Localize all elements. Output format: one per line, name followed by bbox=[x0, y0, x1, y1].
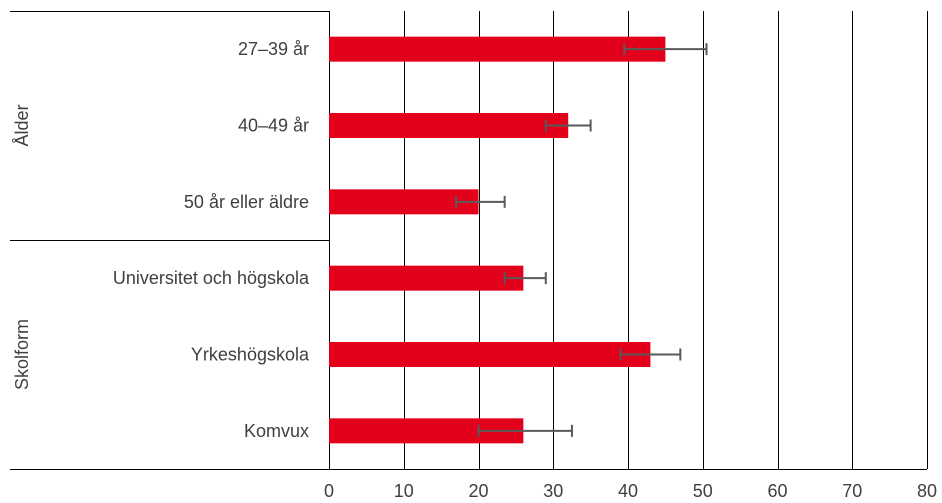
bar bbox=[329, 113, 569, 138]
group-labels: Ålder Skolform bbox=[12, 104, 32, 390]
category-frame bbox=[10, 11, 329, 470]
x-tick-label: 60 bbox=[767, 481, 787, 501]
error-bar bbox=[619, 348, 682, 361]
x-tick-label: 0 bbox=[324, 481, 334, 501]
category-label: 40–49 år bbox=[238, 116, 309, 136]
category-label: Universitet och högskola bbox=[113, 268, 310, 288]
category-label: 50 år eller äldre bbox=[184, 192, 309, 212]
gridlines bbox=[329, 11, 928, 470]
bar bbox=[329, 265, 524, 291]
error-bars bbox=[455, 43, 708, 437]
error-bar bbox=[623, 43, 708, 56]
x-tick-labels: 0 10 20 30 40 50 60 70 80 bbox=[324, 481, 937, 501]
category-label: Komvux bbox=[244, 421, 309, 441]
bars bbox=[329, 36, 666, 444]
x-tick-label: 30 bbox=[543, 481, 563, 501]
x-tick-label: 40 bbox=[618, 481, 638, 501]
error-bar bbox=[477, 424, 573, 437]
x-tick-label: 80 bbox=[917, 481, 937, 501]
x-tick-label: 70 bbox=[842, 481, 862, 501]
group-label: Skolform bbox=[12, 319, 32, 390]
bar bbox=[329, 189, 479, 215]
category-labels: 27–39 år 40–49 år 50 år eller äldre Univers… bbox=[113, 39, 310, 441]
x-tick-label: 10 bbox=[394, 481, 414, 501]
group-label: Ålder bbox=[12, 104, 32, 146]
category-label: 27–39 år bbox=[238, 39, 309, 59]
bar bbox=[329, 342, 651, 367]
error-bar bbox=[455, 195, 506, 208]
error-bar bbox=[544, 119, 592, 132]
bar bbox=[329, 36, 666, 62]
category-label: Yrkeshögskola bbox=[191, 345, 310, 365]
error-bar bbox=[503, 272, 547, 285]
x-tick-label: 20 bbox=[468, 481, 488, 501]
x-tick-label: 50 bbox=[693, 481, 713, 501]
